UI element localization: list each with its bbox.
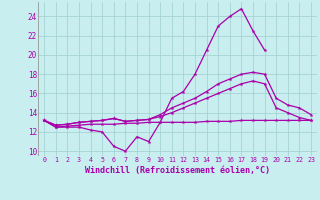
- X-axis label: Windchill (Refroidissement éolien,°C): Windchill (Refroidissement éolien,°C): [85, 166, 270, 175]
